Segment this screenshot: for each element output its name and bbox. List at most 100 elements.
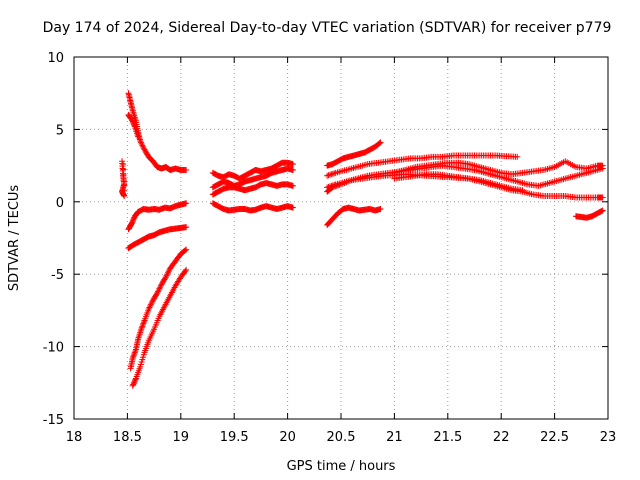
data-point [140, 320, 147, 327]
y-tick-label: -15 [43, 413, 64, 428]
data-point [137, 137, 144, 144]
data-point [129, 355, 136, 362]
series-arc-k [324, 139, 384, 169]
series-arc-r [324, 171, 526, 195]
series-arc-d [125, 224, 190, 252]
data-point [183, 246, 190, 253]
x-tick-label: 21.5 [433, 430, 462, 445]
x-tick-label: 19.5 [220, 430, 249, 445]
data-point [121, 193, 128, 200]
chart-title: Day 174 of 2024, Sidereal Day-to-day VTE… [43, 20, 612, 36]
data-point [120, 161, 127, 168]
x-tick-label: 18.5 [113, 430, 142, 445]
x-tick-label: 20.5 [327, 430, 356, 445]
data-point [162, 274, 169, 281]
x-tick-label: 19 [173, 430, 190, 445]
series-arc-g [209, 159, 296, 182]
series-arc-c [125, 200, 190, 233]
y-axis-label: SDTVAR / TECUs [7, 185, 22, 292]
data-point [514, 153, 521, 160]
data-point [289, 204, 296, 211]
data-point [377, 139, 384, 146]
data-point [599, 162, 606, 169]
x-tick-label: 21 [386, 430, 403, 445]
data-point [130, 353, 137, 360]
data-point [120, 166, 127, 173]
x-tick-label: 22 [493, 430, 510, 445]
data-point [165, 268, 172, 275]
data-point [147, 303, 154, 310]
data-point [156, 285, 163, 292]
x-axis-label: GPS time / hours [287, 459, 396, 474]
data-point [121, 187, 128, 194]
x-tick-label: 22.5 [540, 430, 569, 445]
data-point [120, 177, 127, 184]
y-tick-label: 10 [47, 51, 64, 66]
series-arc-i [209, 179, 296, 198]
data-point [131, 349, 138, 356]
data-point [137, 139, 144, 146]
data-point [132, 376, 139, 383]
series-arc-f [129, 266, 190, 389]
y-tick-label: 5 [56, 123, 64, 138]
series-arc-e [127, 246, 190, 372]
data-point [183, 266, 190, 273]
data-point [377, 206, 384, 213]
data-point [164, 269, 171, 276]
data-point [120, 182, 127, 189]
data-point [289, 161, 296, 168]
data-point [131, 122, 138, 129]
data-point [131, 350, 138, 357]
data-point [183, 200, 190, 207]
data-point [183, 166, 190, 173]
data-point [164, 271, 171, 278]
data-point [599, 194, 606, 201]
grid [74, 57, 608, 419]
data-point [599, 207, 606, 214]
data-point [146, 304, 153, 311]
data-point [182, 268, 189, 275]
data-point [139, 142, 146, 149]
data-point [154, 290, 161, 297]
data-point [139, 321, 146, 328]
series-arc-j [209, 200, 296, 214]
data-point [139, 323, 146, 330]
series-arc-a [119, 158, 128, 200]
data-point [147, 301, 154, 308]
series-arc-n [391, 158, 606, 178]
data-point [120, 171, 127, 178]
series-arc-l [324, 152, 521, 179]
data-point [183, 224, 190, 231]
data-point [140, 143, 147, 150]
data-point [163, 272, 170, 279]
data-point [130, 352, 137, 359]
data-points [119, 90, 606, 389]
data-point [132, 347, 139, 354]
data-point [145, 305, 152, 312]
series-arc-b2 [125, 111, 142, 140]
data-point [155, 288, 162, 295]
data-point [135, 133, 142, 140]
y-tick-label: -10 [43, 341, 64, 356]
y-tick-label: -5 [51, 268, 64, 283]
x-tick-label: 23 [600, 430, 617, 445]
data-point [157, 282, 164, 289]
data-point [138, 326, 145, 333]
series-arc-p [324, 204, 384, 228]
data-point [140, 145, 147, 152]
y-tick-label: 0 [56, 196, 64, 211]
x-tick-label: 20 [279, 430, 296, 445]
x-axis: 18 18.5 19 19.5 20 20.5 21 21.5 22 22.5 23 [66, 57, 617, 445]
data-point [153, 291, 160, 298]
data-point [155, 287, 162, 294]
data-point [140, 318, 147, 325]
data-point [519, 187, 526, 194]
data-point [138, 324, 145, 331]
x-tick-label: 18 [66, 430, 83, 445]
data-point [149, 298, 156, 305]
data-point [157, 284, 164, 291]
data-point [289, 166, 296, 173]
data-point [138, 140, 145, 147]
data-point [182, 247, 189, 254]
